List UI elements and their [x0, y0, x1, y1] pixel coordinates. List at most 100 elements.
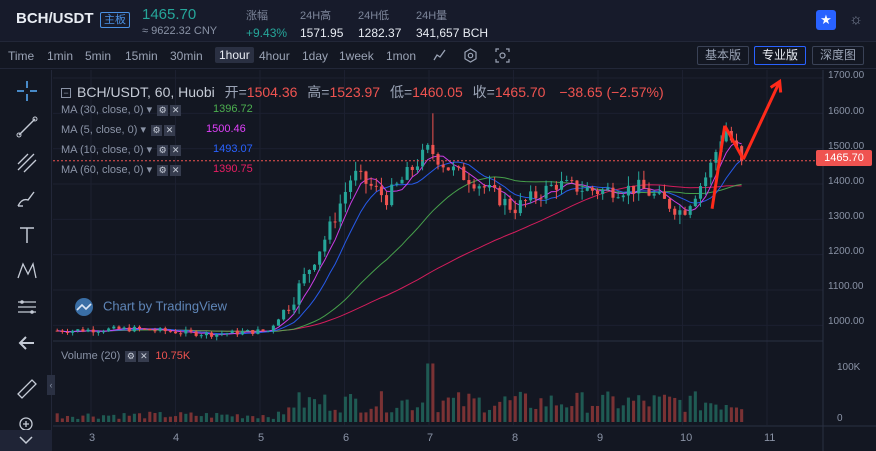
candle-body [328, 221, 332, 240]
volume-bar [734, 407, 739, 422]
volume-bar [616, 408, 620, 422]
tf-4hour[interactable]: 4hour [259, 49, 290, 63]
tf-15min[interactable]: 15min [125, 49, 158, 63]
candle-body [693, 198, 697, 207]
ma-60-row[interactable]: MA (60, close, 0) ▾ ⚙ ✕ [61, 164, 182, 176]
candle-body [410, 166, 414, 170]
candle-body [81, 329, 85, 332]
candle-body [240, 331, 244, 335]
candle-body [271, 325, 275, 331]
volume-bar [688, 395, 692, 422]
tf-1hour[interactable]: 1hour [215, 47, 254, 63]
candle-body [220, 333, 224, 335]
fib-tool-icon[interactable] [14, 150, 40, 176]
candle-body [297, 283, 301, 305]
candle-body [256, 329, 260, 334]
volume-bar [724, 404, 728, 422]
annotation-arrow-line [741, 80, 782, 160]
back-arrow-icon[interactable] [14, 330, 40, 356]
ma-remove-icon: ✕ [170, 144, 182, 156]
time-axis-label: 3 [89, 432, 96, 444]
volume-bar [184, 413, 188, 422]
volume-bar [637, 395, 641, 422]
ma-settings-icon: ⚙ [157, 104, 169, 116]
pro-version-button[interactable]: 专业版 [754, 46, 807, 65]
ma-30-row[interactable]: MA (30, close, 0) ▾ ⚙ ✕ [61, 104, 182, 116]
volume-bar [199, 416, 203, 422]
volume-bar [668, 396, 672, 422]
brush-icon[interactable] [14, 186, 40, 212]
pattern-tool-icon[interactable] [14, 258, 40, 284]
tf-1day[interactable]: 1day [302, 49, 329, 63]
candle-body [662, 191, 666, 199]
time-axis-label: 7 [427, 432, 434, 444]
volume-bar [508, 400, 512, 422]
time-axis-label: 5 [258, 432, 265, 444]
depth-chart-button[interactable]: 深度图 [812, 46, 865, 65]
tradingview-watermark[interactable]: Chart by TradingView [71, 298, 227, 316]
volume-bar [96, 418, 100, 422]
prediction-tool-icon[interactable] [14, 294, 40, 320]
settings-gear-icon[interactable] [463, 48, 478, 66]
volume-bar [225, 414, 229, 422]
legend-collapse-icon[interactable]: − [61, 88, 71, 99]
candle-body [724, 130, 728, 142]
volume-bar [374, 406, 378, 422]
candle-body [287, 309, 291, 311]
tf-time[interactable]: Time [8, 49, 35, 63]
collapse-toolbar-button[interactable] [0, 430, 52, 451]
candle-body [132, 326, 136, 332]
trend-line-icon[interactable] [14, 114, 40, 140]
candle-body [374, 185, 378, 187]
volume-bar [204, 413, 208, 422]
candle-body [652, 193, 656, 196]
ma-5-row[interactable]: MA (5, close, 0) ▾ ⚙ ✕ [61, 124, 176, 136]
volume-bar [101, 415, 106, 422]
favorite-star-icon[interactable]: ★ [816, 10, 836, 30]
tf-1mon[interactable]: 1mon [386, 49, 417, 63]
crosshair-icon[interactable] [14, 78, 40, 104]
candle-body [441, 164, 445, 168]
ma-10-row[interactable]: MA (10, close, 0) ▾ ⚙ ✕ [61, 144, 182, 156]
candle-body [637, 179, 641, 194]
theme-sun-icon[interactable]: ☼ [849, 11, 863, 28]
volume-bar [76, 418, 80, 422]
candle-body [415, 166, 419, 170]
volume-bar [369, 408, 373, 422]
candle-body [698, 186, 703, 199]
volume-bar [390, 412, 394, 422]
candlestick-canvas[interactable] [53, 70, 876, 451]
ma-remove-icon: ✕ [164, 124, 176, 136]
candle-body [148, 328, 152, 331]
candle-body [493, 185, 497, 188]
candle-body [55, 330, 59, 332]
price-chart[interactable]: − BCH/USDT, 60, Huobi 开=1504.36 高=1523.97… [47, 70, 876, 451]
tf-1min[interactable]: 1min [47, 49, 74, 63]
ruler-icon[interactable] [14, 376, 40, 402]
text-tool-icon[interactable] [14, 222, 40, 248]
candle-body [503, 198, 507, 206]
panel-collapse-button[interactable]: ‹ [47, 375, 55, 395]
candle-body [400, 179, 404, 184]
candle-body [379, 186, 383, 196]
pair-name[interactable]: BCH/USDT [16, 10, 94, 27]
indicator-chart-icon[interactable] [433, 48, 447, 65]
candle-body [457, 166, 461, 168]
candle-body [596, 190, 600, 195]
screenshot-icon[interactable] [495, 48, 510, 66]
volume-bar [503, 396, 507, 422]
tf-30min[interactable]: 30min [170, 49, 203, 63]
volume-bar [55, 413, 59, 422]
volume-bar [107, 415, 111, 422]
candle-body [210, 332, 214, 337]
tf-5min[interactable]: 5min [85, 49, 112, 63]
candle-body [559, 180, 564, 190]
candle-body [436, 154, 440, 165]
volume-bar [719, 409, 723, 422]
tf-1week[interactable]: 1week [339, 49, 374, 63]
candle-body [498, 187, 502, 206]
candle-body [302, 274, 306, 284]
basic-version-button[interactable]: 基本版 [697, 46, 750, 65]
volume-bar [349, 394, 353, 422]
candle-body [554, 184, 558, 190]
